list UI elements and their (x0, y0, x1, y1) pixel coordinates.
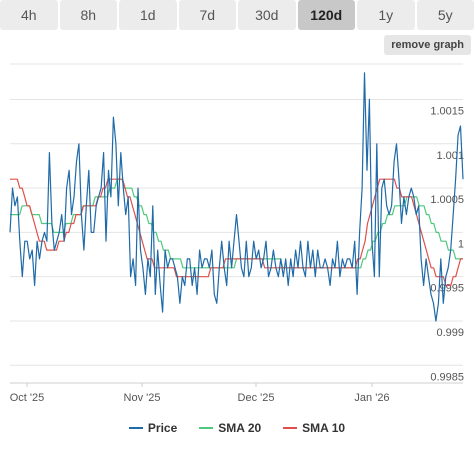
tab-120d[interactable]: 120d (297, 0, 355, 30)
legend-item-sma20[interactable]: SMA 20 (199, 418, 261, 438)
legend-item-sma10[interactable]: SMA 10 (283, 418, 345, 438)
legend-swatch-sma20 (199, 427, 214, 429)
tab-30d[interactable]: 30d (238, 0, 296, 30)
chart-legend: Price SMA 20 SMA 10 (0, 418, 474, 438)
tab-8h[interactable]: 8h (59, 0, 117, 30)
y-tick-label: 0.9985 (430, 371, 464, 383)
legend-label-sma10: SMA 10 (302, 421, 346, 435)
tab-4h[interactable]: 4h (0, 0, 58, 30)
tab-7d[interactable]: 7d (178, 0, 236, 30)
x-tick-label: Jan '26 (354, 392, 389, 404)
x-tick-label: Dec '25 (238, 392, 275, 404)
price-series-line (9, 72, 464, 322)
y-tick-label: 0.9995 (430, 283, 464, 295)
y-tick-label: 0.999 (436, 327, 464, 339)
tab-1y[interactable]: 1y (357, 0, 415, 30)
price-chart: 0.9985 0.999 0.9995 1 1.0005 1.001 1.0015 Oct '… (9, 63, 464, 404)
sma10-series-line (10, 178, 463, 287)
y-tick-label: 1.001 (436, 150, 464, 162)
tab-5y[interactable]: 5y (416, 0, 474, 30)
legend-label-price: Price (147, 421, 178, 435)
legend-swatch-sma10 (283, 427, 298, 429)
y-tick-label: 1 (458, 238, 464, 250)
legend-item-price[interactable]: Price (128, 418, 178, 438)
timeframe-tabs: 4h 8h 1d 7d 30d 120d 1y 5y (0, 0, 474, 30)
x-tick-label: Oct '25 (10, 392, 45, 404)
sma20-series-line (10, 178, 463, 269)
legend-swatch-price (128, 427, 143, 429)
tab-1d[interactable]: 1d (119, 0, 177, 30)
y-tick-label: 1.0015 (430, 105, 464, 117)
remove-graph-button[interactable]: remove graph (384, 35, 471, 55)
legend-label-sma20: SMA 20 (218, 421, 262, 435)
x-tick-label: Nov '25 (124, 392, 161, 404)
y-tick-label: 1.0005 (430, 194, 464, 206)
